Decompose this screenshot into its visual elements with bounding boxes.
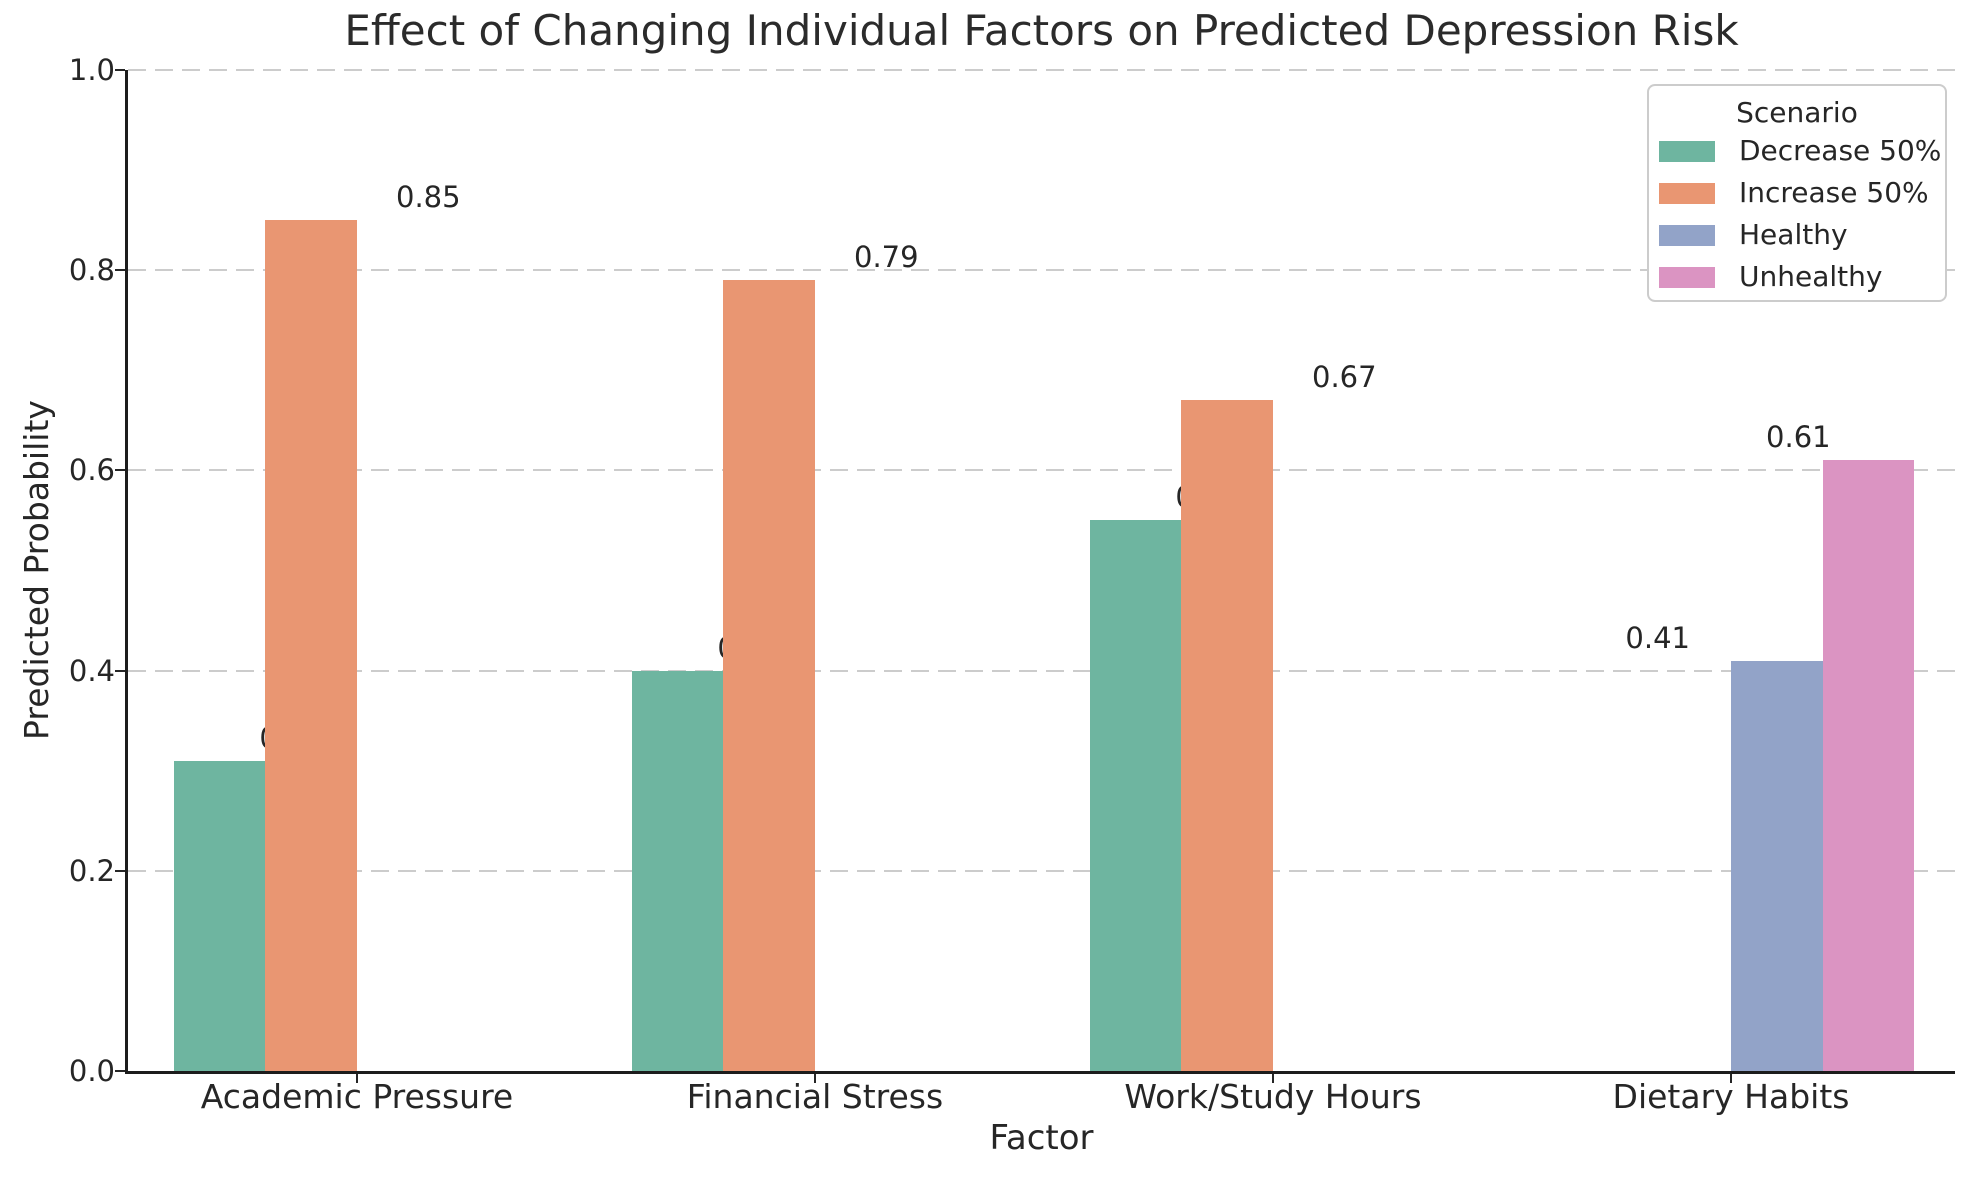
legend-label: Decrease 50% [1739,134,1942,167]
bar-increase-50--1 [723,280,815,1071]
y-gridline [128,469,1955,472]
legend-entry-healthy: Healthy [1649,214,1945,256]
bar-value-label: 0.41 [1625,620,1690,655]
y-tick [115,469,125,472]
x-axis-label: Factor [989,1118,1094,1158]
chart-title: Effect of Changing Individual Factors on… [344,6,1739,55]
x-axis-spine [125,1071,1955,1074]
legend-entry-increase-50: Increase 50% [1649,172,1945,214]
x-tick-label: Dietary Habits [1612,1077,1850,1116]
legend-entry-unhealthy: Unhealthy [1649,256,1945,298]
y-axis-label: Predicted Probability [17,400,56,740]
legend-label: Unhealthy [1739,260,1883,293]
legend-label: Healthy [1739,218,1848,251]
y-tick-label: 0.4 [68,653,115,688]
x-tick [1730,1074,1732,1083]
x-tick-label: Financial Stress [686,1077,944,1116]
legend-swatch-unhealthy [1659,266,1715,288]
legend-swatch-decrease-50 [1659,140,1715,162]
y-tick-label: 0.6 [68,453,115,488]
y-tick-label: 0.0 [68,1054,115,1088]
y-gridline [128,869,1955,872]
y-tick-label: 0.8 [68,253,115,288]
y-tick [115,269,125,272]
legend-swatch-healthy [1659,224,1715,246]
y-tick [115,869,125,872]
y-tick [115,669,125,672]
y-tick [115,69,125,71]
bar-decrease-50--1 [631,670,724,1071]
bar-healthy-3 [1731,660,1823,1071]
y-tick-label: 0.2 [68,853,115,888]
bar-value-label: 0.67 [1312,360,1377,395]
x-tick-label: Work/Study Hours [1124,1077,1422,1116]
legend-entry-decrease-50: Decrease 50% [1649,130,1945,172]
y-gridline [128,669,1955,672]
x-tick [1272,1074,1274,1083]
y-gridline [128,269,1955,272]
y-tick-label: 1.0 [68,53,115,87]
bar-decrease-50--2 [1089,520,1182,1071]
bar-value-label: 0.85 [396,180,461,215]
y-gridline [128,69,1955,71]
y-tick [115,1070,125,1072]
bar-value-label: 0.61 [1766,420,1831,455]
bar-increase-50--0 [265,220,357,1071]
bar-increase-50--2 [1181,400,1273,1071]
legend-swatch-increase-50 [1659,182,1715,204]
bar-unhealthy-3 [1822,460,1915,1071]
x-tick [814,1074,816,1083]
legend: Scenario Decrease 50% Increase 50% Healt… [1647,84,1947,302]
bar-value-label: 0.79 [854,240,919,275]
y-axis-spine [125,70,128,1074]
legend-label: Increase 50% [1739,176,1929,209]
x-tick-label: Academic Pressure [200,1077,514,1116]
bar-decrease-50--0 [173,760,266,1071]
x-tick [356,1074,358,1083]
legend-title: Scenario [1736,96,1858,129]
